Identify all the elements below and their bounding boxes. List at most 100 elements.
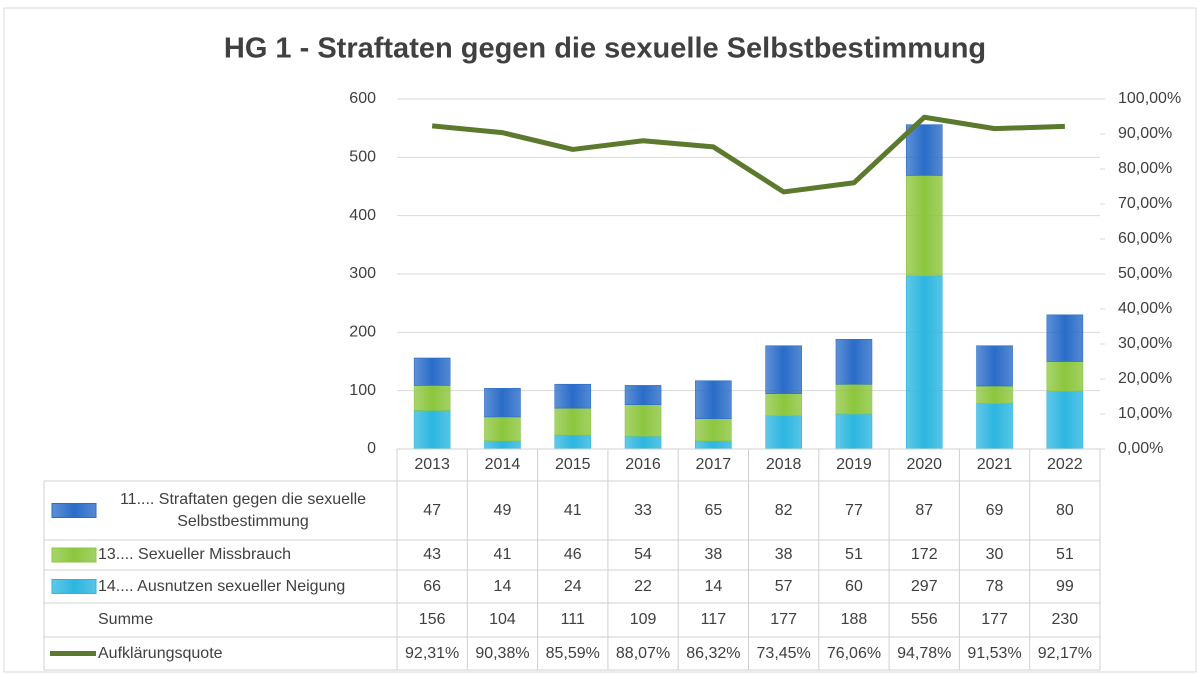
table-value: 78 — [985, 577, 1004, 595]
y2-tick-label: 10,00% — [1118, 405, 1172, 422]
y-tick-label: 300 — [349, 265, 376, 282]
legend-label: 11.... Straftaten gegen die sexuelle Sel… — [119, 490, 367, 530]
table-value: 22 — [634, 577, 652, 595]
bar-segment — [413, 410, 451, 450]
y-tick-label: 0 — [367, 440, 376, 457]
x-tick-label: 2018 — [765, 456, 802, 473]
bar-segment — [413, 357, 451, 386]
bar-segment — [695, 380, 732, 419]
table-value: 297 — [910, 577, 938, 595]
legend-label: 14.... Ausnutzen sexueller Neigung — [98, 577, 346, 595]
x-tick-label: 2020 — [906, 456, 943, 473]
x-tick-label: 2015 — [554, 456, 591, 473]
bar-segment — [905, 275, 943, 450]
table-value: 51 — [1055, 546, 1074, 563]
table-value: 88,07% — [615, 644, 671, 662]
table-value: 77 — [845, 501, 863, 519]
chart-border — [3, 7, 1197, 673]
table-value: 92,17% — [1037, 644, 1092, 662]
table-value: 57 — [774, 577, 793, 595]
bar-segment — [835, 383, 873, 415]
table-value: 65 — [704, 501, 723, 519]
bar-segment — [765, 415, 802, 450]
table-value: 14 — [493, 577, 512, 595]
y-tick-label: 200 — [349, 324, 376, 341]
bar-segment — [484, 416, 521, 442]
table-value: 47 — [423, 501, 442, 519]
table-value: 90,38% — [475, 644, 530, 662]
bar-segment — [1046, 390, 1084, 450]
table-value: 46 — [563, 546, 582, 563]
quote-line — [431, 114, 1065, 195]
y2-tick-label: 60,00% — [1118, 230, 1172, 247]
x-tick-label: 2014 — [484, 456, 521, 473]
bar-segment — [765, 345, 802, 394]
bar-segment — [976, 385, 1013, 404]
bar-segment — [484, 388, 521, 418]
sum-value: 104 — [489, 611, 516, 628]
table-value: 60 — [845, 577, 863, 595]
y-tick-label: 100 — [349, 382, 376, 399]
bar-segment — [976, 403, 1013, 450]
table-value: 92,31% — [405, 644, 460, 662]
bar-segment — [624, 385, 662, 405]
sum-value: 177 — [770, 611, 797, 628]
y-tick-label: 600 — [349, 90, 376, 107]
y-tick-label: 400 — [349, 207, 376, 224]
table-value: 91,53% — [967, 644, 1022, 662]
x-tick-label: 2017 — [695, 456, 732, 473]
bar-segment — [695, 440, 732, 450]
bar-segment — [484, 440, 521, 450]
y2-tick-label: 20,00% — [1118, 370, 1172, 387]
legend-label: 13.... Sexueller Missbrauch — [98, 546, 291, 563]
bar-segment — [554, 383, 592, 409]
table-value: 24 — [563, 577, 582, 595]
table-value: 80 — [1055, 501, 1074, 519]
table-value: 49 — [493, 501, 512, 519]
legend-swatch — [51, 503, 97, 518]
legend-label: Aufklärungsquote — [98, 644, 223, 662]
bar-segment — [1046, 314, 1084, 362]
table-value: 94,78% — [897, 644, 952, 662]
table-value: 14 — [704, 577, 723, 595]
bar-segment — [554, 407, 592, 436]
x-tick-label: 2019 — [836, 456, 872, 473]
table-value: 30 — [985, 546, 1004, 563]
table-value: 73,45% — [756, 644, 811, 662]
y2-tick-label: 70,00% — [1118, 195, 1172, 212]
bar-segment — [905, 124, 943, 176]
bar-segment — [1046, 361, 1084, 392]
sum-value: 230 — [1051, 611, 1079, 628]
sum-value: 109 — [629, 611, 657, 628]
bar-segment — [413, 385, 451, 411]
table-value: 82 — [774, 501, 793, 519]
x-tick-label: 2013 — [414, 456, 450, 473]
bar-segment — [554, 434, 592, 450]
table-value: 87 — [915, 501, 934, 519]
legend-swatch — [51, 547, 97, 563]
table-value: 85,59% — [545, 644, 600, 662]
y2-tick-label: 100,00% — [1118, 90, 1181, 107]
table-value: 66 — [423, 577, 442, 595]
sum-value: 156 — [418, 611, 446, 628]
table-value: 38 — [774, 546, 793, 563]
table-value: 54 — [634, 546, 652, 563]
y2-tick-label: 90,00% — [1118, 125, 1172, 142]
sum-value: 188 — [840, 611, 868, 628]
sum-label: Summe — [98, 611, 154, 628]
table-value: 43 — [423, 546, 442, 563]
bar-segment — [835, 413, 873, 450]
table-value: 76,06% — [826, 644, 882, 662]
sum-value: 111 — [560, 611, 585, 628]
x-tick-label: 2022 — [1047, 456, 1083, 473]
table-value: 38 — [704, 546, 723, 563]
y2-tick-label: 30,00% — [1118, 335, 1172, 352]
x-tick-label: 2016 — [625, 456, 661, 473]
table-value: 51 — [845, 546, 863, 563]
y2-tick-label: 0,00% — [1118, 440, 1163, 457]
bar-segment — [905, 175, 943, 277]
table-value: 41 — [493, 546, 512, 563]
y2-tick-label: 80,00% — [1118, 160, 1172, 177]
legend-swatch — [51, 579, 97, 594]
